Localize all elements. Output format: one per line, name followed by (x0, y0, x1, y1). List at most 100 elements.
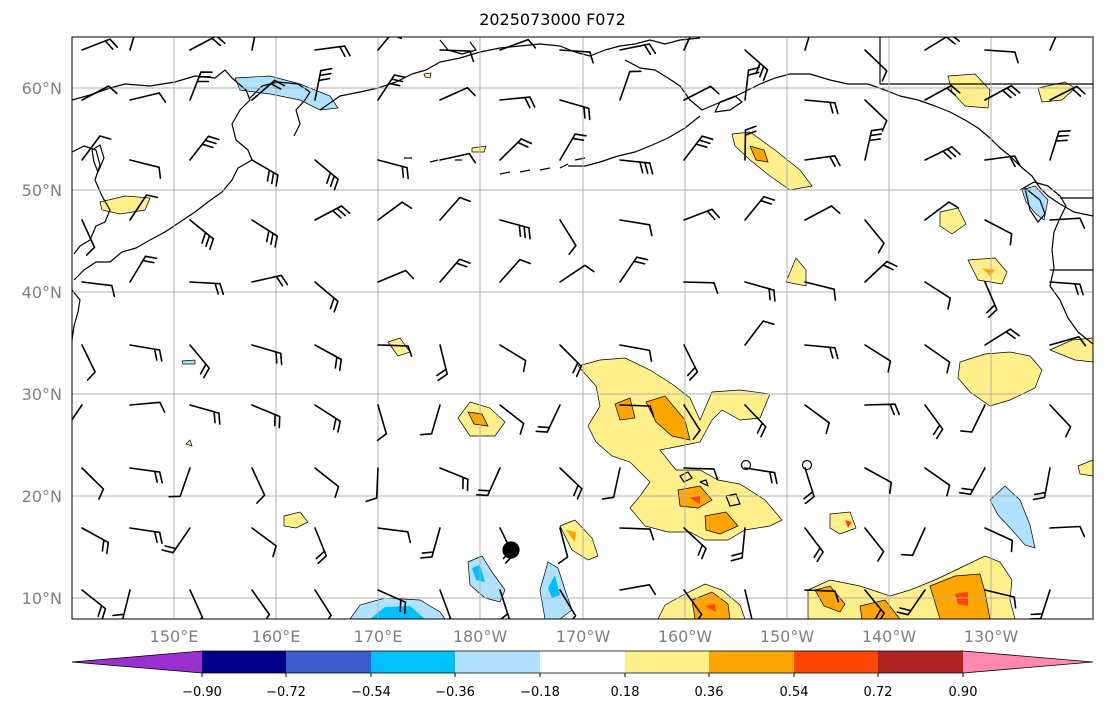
wind-barb-icon (499, 589, 510, 619)
wind-barb-icon (619, 256, 649, 283)
wind-barb-icon (365, 467, 379, 503)
wind-barb-icon (601, 467, 621, 500)
wind-barb-icon (559, 344, 582, 378)
wind-barb-icon (499, 527, 514, 564)
wind-barb-icon (112, 589, 131, 619)
wind-barb-icon (419, 404, 441, 436)
wind-barb-icon (376, 404, 388, 442)
wind-barb-icon (81, 467, 105, 500)
wind-barb-icon (984, 527, 1014, 553)
colorbar-segment (540, 651, 625, 673)
wind-barb-icon (683, 344, 699, 381)
wind-barb-icon (559, 264, 595, 283)
wind-barb-icon (984, 155, 1021, 168)
wind-barb-icon (804, 344, 839, 360)
wind-barb-icon (439, 196, 471, 221)
wind-barb-icon (251, 159, 279, 187)
wind-barb-icon (557, 527, 569, 565)
wind-barb-icon (803, 467, 815, 505)
wind-barb-icon (984, 84, 1021, 101)
lon-label: 160°W (658, 627, 713, 646)
wind-barb-icon (804, 37, 810, 51)
wind-barb-icon (377, 527, 412, 544)
colorbar (71, 650, 1094, 677)
lon-label: 150°W (760, 627, 815, 646)
wind-barb-icon (439, 258, 471, 283)
wind-barb-icon (958, 467, 986, 496)
colorbar-tick-label: 0.54 (780, 685, 809, 700)
colorbar-segment (794, 651, 878, 673)
colorbar-segment (286, 651, 371, 673)
wind-barb-icon (924, 344, 951, 374)
wind-barb-icon (129, 527, 163, 544)
wind-barb-icon (439, 86, 476, 101)
wind-barb-icon (924, 201, 960, 221)
longitude-labels: 150°E 160°E 170°E 180°W 170°W 160°W 150°… (150, 627, 1019, 646)
wind-barb-icon (314, 467, 340, 498)
wind-barb-icon (189, 344, 210, 379)
wind-barb-icon (420, 527, 441, 559)
lon-label: 170°W (556, 627, 611, 646)
wind-barb-icon (804, 205, 841, 221)
wind-barb-icon (439, 589, 452, 619)
wind-barb-icon (744, 125, 757, 161)
wind-barb-icon (683, 281, 719, 294)
wind-barb-icon (924, 146, 961, 161)
wind-barb-icon (619, 527, 655, 541)
wind-barb-icon (864, 403, 900, 416)
lat-label: 50°N (22, 181, 62, 200)
wind-barb-icon (864, 128, 884, 161)
wind-barb-icon (377, 344, 413, 357)
wind-barb-icon (804, 527, 824, 563)
wind-barb-icon (377, 201, 413, 221)
colorbar-tick-label: 0.72 (864, 685, 893, 700)
wind-barb-icon (744, 195, 776, 221)
colorbar-tick-label: 0.18 (611, 685, 640, 700)
wind-barb-icon (683, 85, 720, 101)
wind-barb-icon (439, 49, 475, 63)
wind-barb-icon (984, 281, 998, 318)
lat-label: 30°N (22, 385, 62, 404)
lon-label: 180°W (453, 627, 508, 646)
wind-barb-icon (864, 260, 898, 283)
wind-barb-icon (161, 527, 191, 554)
wind-barb-icon (168, 467, 191, 498)
wind-barb-icon (1032, 467, 1051, 501)
wind-barb-icon (129, 194, 159, 221)
wind-barb-icon (984, 589, 1017, 609)
colorbar-segment (709, 651, 794, 673)
wind-barbs (72, 37, 1087, 619)
wind-barb-icon (804, 404, 830, 435)
wind-barb-icon (864, 49, 888, 82)
wind-barb-icon (744, 281, 776, 302)
wind-barb-icon (864, 344, 892, 373)
wind-barb-icon (72, 404, 83, 422)
wind-barb-icon (436, 344, 448, 382)
wind-barb-icon (864, 467, 893, 495)
colorbar-tick-label: −0.18 (520, 685, 560, 700)
wind-barb-icon (1049, 217, 1086, 229)
wind-barb-icon (314, 205, 351, 221)
colorbar-tick-label: 0.36 (695, 685, 724, 700)
wind-barb-icon (924, 281, 952, 310)
wind-barb-icon (251, 79, 286, 101)
wind-barb-icon (924, 404, 944, 440)
wind-barb-icon (864, 527, 885, 562)
wind-barb-icon (499, 96, 536, 109)
wind-barb-icon (744, 467, 778, 485)
wind-barb-icon (81, 589, 107, 619)
wind-barb-icon (439, 467, 469, 492)
wind-barb-icon (984, 49, 1019, 64)
wind-barb-icon (619, 159, 654, 175)
graticule (72, 37, 1093, 619)
wind-barb-icon (804, 589, 840, 603)
wind-barb-icon (683, 404, 701, 440)
wind-barb-icon (251, 589, 271, 619)
wind-barb-icon (619, 584, 656, 596)
wind-barb-icon (314, 159, 339, 191)
wind-barb-icon (251, 404, 281, 429)
wind-barb-icon (251, 344, 283, 366)
wind-barb-icon (314, 45, 351, 58)
wind-barb-icon (1049, 281, 1084, 296)
colorbar-tick-labels: −0.90 −0.72 −0.54 −0.36 −0.18 0.18 0.36 … (182, 685, 977, 700)
